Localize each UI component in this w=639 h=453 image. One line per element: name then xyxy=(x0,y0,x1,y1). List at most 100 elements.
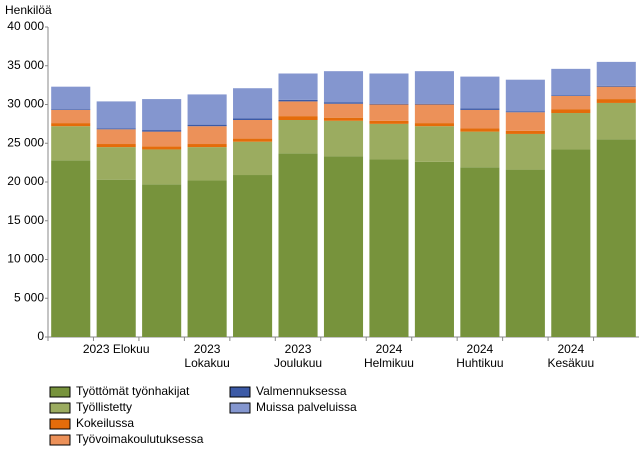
y-axis-label: Henkilöä xyxy=(5,3,52,17)
bar-segment xyxy=(460,109,500,129)
bar-segment xyxy=(51,109,91,124)
legend-swatch xyxy=(229,386,251,398)
x-tick-label: 2023 Joulukuu xyxy=(274,342,322,370)
bar-segment xyxy=(505,169,545,337)
bar-segment xyxy=(278,73,318,100)
y-tick-label: 10 000 xyxy=(7,252,44,266)
y-tick-label: 30 000 xyxy=(7,97,44,111)
bar-segment xyxy=(278,153,318,337)
x-tick-label: 2023 Elokuu xyxy=(83,342,150,356)
x-tick-label: 2024 Kesäkuu xyxy=(547,342,594,370)
bar-segment xyxy=(233,88,273,119)
bar-segment xyxy=(414,104,454,124)
x-tick-label: 2024 Helmikuu xyxy=(364,342,414,370)
bar-segment xyxy=(187,147,227,181)
bar-segment xyxy=(51,126,91,161)
legend-swatch xyxy=(49,418,71,430)
bar-segment xyxy=(51,109,91,110)
legend-label: Työllistetty xyxy=(76,400,132,414)
bar-segment xyxy=(505,112,545,131)
y-tick-label: 35 000 xyxy=(7,58,44,72)
y-tick-label: 20 000 xyxy=(7,174,44,188)
bar-segment xyxy=(369,104,409,121)
bar-segment xyxy=(187,144,227,148)
legend-swatch xyxy=(49,434,71,446)
bar-segment xyxy=(369,120,409,124)
bar-segment xyxy=(187,126,227,145)
bar-segment xyxy=(551,149,591,337)
y-tick-label: 15 000 xyxy=(7,213,44,227)
bar-segment xyxy=(51,123,91,127)
bar-segment xyxy=(187,124,227,127)
bar-segment xyxy=(233,175,273,337)
bar-segment xyxy=(596,86,636,100)
legend-label: Kokeilussa xyxy=(76,416,134,430)
bar-segment xyxy=(233,141,273,176)
bar-segment xyxy=(278,120,318,154)
bar-segment xyxy=(460,167,500,337)
bar-segment xyxy=(460,128,500,132)
bar-segment xyxy=(96,144,136,148)
bar-segment xyxy=(551,113,591,150)
y-tick-label: 0 xyxy=(37,329,44,343)
bar-segment xyxy=(369,123,409,160)
bar-segment xyxy=(142,99,182,131)
bar-segment xyxy=(551,109,591,114)
bar-segment xyxy=(96,179,136,337)
bar-segment xyxy=(96,101,136,129)
bar-segment xyxy=(142,131,182,147)
bar-segment xyxy=(505,130,545,134)
bar-segment xyxy=(142,146,182,150)
y-tick-label: 40 000 xyxy=(7,19,44,33)
legend-swatch xyxy=(49,386,71,398)
bar-segment xyxy=(278,101,318,117)
bar-segment xyxy=(323,103,364,118)
bar-segment xyxy=(505,79,545,112)
bar-segment xyxy=(278,99,318,102)
bar-segment xyxy=(505,111,545,113)
legend-swatch xyxy=(49,402,71,414)
bar-segment xyxy=(323,102,364,104)
bar-segment xyxy=(187,180,227,337)
bar-segment xyxy=(51,86,91,110)
bar-segment xyxy=(51,160,91,337)
bar-segment xyxy=(596,85,636,87)
bar-segment xyxy=(460,108,500,110)
bar-segment xyxy=(369,73,409,104)
y-tick-label: 25 000 xyxy=(7,135,44,149)
bar-segment xyxy=(414,103,454,105)
bar-segment xyxy=(233,120,273,139)
legend-label: Työvoimakoulutuksessa xyxy=(76,432,204,446)
bar-segment xyxy=(233,118,273,120)
bar-segment xyxy=(551,95,591,110)
bar-segment xyxy=(142,184,182,337)
bar-segment xyxy=(596,139,636,337)
bar-segment xyxy=(414,126,454,162)
bar-segment xyxy=(323,71,364,103)
bar-segment xyxy=(551,68,591,96)
bar-segment xyxy=(233,138,273,142)
legend-swatch xyxy=(229,402,251,414)
bar-segment xyxy=(414,71,454,104)
bar-segment xyxy=(460,131,500,168)
bar-segment xyxy=(460,76,500,109)
bar-segment xyxy=(142,149,182,185)
x-tick-label: 2024 Huhtikuu xyxy=(456,342,503,370)
bar-segment xyxy=(551,95,591,96)
bar-segment xyxy=(96,129,136,145)
legend-label: Työttömät työnhakijat xyxy=(76,384,190,398)
bar-segment xyxy=(596,61,636,86)
bar-segment xyxy=(142,130,182,132)
bar-segment xyxy=(323,120,364,157)
bar-segment xyxy=(414,123,454,127)
legend-label: Muissa palveluissa xyxy=(256,400,357,414)
bar-segment xyxy=(323,156,364,337)
bar-segment xyxy=(505,133,545,170)
bar-segment xyxy=(596,99,636,103)
bar-segment xyxy=(96,128,136,130)
bar-segment xyxy=(278,116,318,120)
bar-segment xyxy=(187,94,227,125)
bar-segment xyxy=(414,161,454,337)
y-tick-label: 5 000 xyxy=(14,290,44,304)
